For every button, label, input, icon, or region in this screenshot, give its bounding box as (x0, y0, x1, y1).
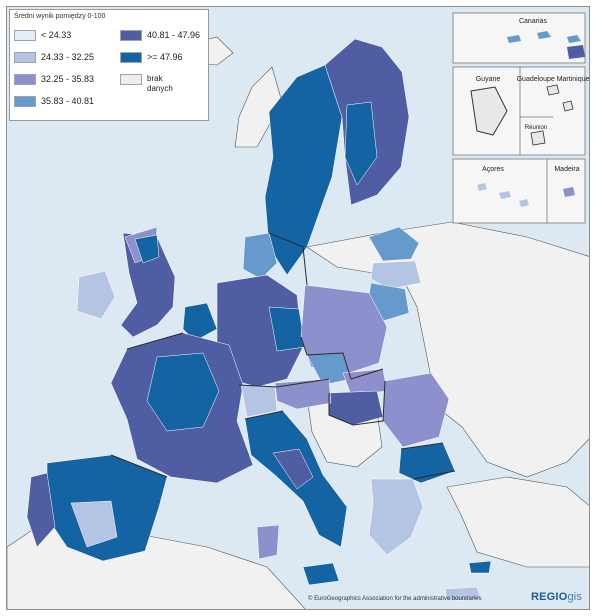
canarias-island-east (567, 45, 585, 59)
region-switzerland[interactable] (240, 384, 278, 418)
region-cyprus[interactable] (468, 560, 492, 574)
legend-label-4: 35.83 - 40.81 (41, 96, 95, 106)
legend-swatch-3 (14, 74, 36, 85)
region-spain-south[interactable] (70, 500, 118, 548)
region-finland-west[interactable] (344, 101, 378, 186)
guyane-shape (470, 86, 508, 136)
legend-label-6: >= 47.96 (147, 52, 183, 62)
legend-swatch-4 (14, 96, 36, 107)
region-estonia[interactable] (368, 226, 420, 262)
reunion-shape (530, 130, 546, 146)
regiogis-logo: REGIOgis (531, 591, 582, 603)
inset-atlantic (452, 158, 586, 224)
border-lines-west-south (110, 332, 456, 480)
europe-map[interactable]: Canarias Guyane Guadeloupe Martinique Ré… (7, 7, 590, 610)
copyright-notice: © EuroGeographics Association for the ad… (308, 596, 482, 602)
legend-label-5: 40.81 - 47.96 (147, 30, 201, 40)
region-sicily[interactable] (302, 562, 340, 586)
legend-label-2: 24.33 - 32.25 (41, 52, 95, 62)
legend-item-1: < 24.33 (14, 30, 71, 41)
legend-item-3: 32.25 - 35.83 (14, 74, 94, 85)
legend-title: Średni wynik pomiędzy 0-100 (14, 13, 106, 20)
map-legend: Średni wynik pomiędzy 0-100 < 24.33 24.3… (9, 9, 209, 121)
legend-swatch-2 (14, 52, 36, 63)
legend-swatch-1 (14, 30, 36, 41)
legend-item-5: 40.81 - 47.96 (120, 30, 200, 41)
legend-swatch-7 (120, 74, 142, 85)
logo-main: REGIO (531, 591, 568, 603)
madeira-island (563, 187, 575, 197)
country-borders (110, 232, 456, 480)
region-benelux[interactable] (182, 302, 218, 342)
canarias-islands (507, 31, 581, 43)
region-scotland[interactable] (134, 234, 160, 264)
region-france-central[interactable] (146, 352, 220, 432)
legend-swatch-6 (120, 52, 142, 63)
legend-item-6: >= 47.96 (120, 52, 183, 63)
region-austria[interactable] (274, 378, 332, 410)
eu-regions[interactable] (26, 38, 492, 602)
reunion-label: Réunion (525, 125, 547, 131)
region-sardinia[interactable] (256, 524, 280, 560)
region-denmark[interactable] (242, 232, 278, 280)
legend-swatch-5 (120, 30, 142, 41)
region-ireland[interactable] (76, 270, 116, 320)
legend-item-4: 35.83 - 40.81 (14, 96, 94, 107)
legend-label-7: brak danych (147, 74, 173, 93)
insets-panel: Canarias Guyane Guadeloupe Martinique Ré… (452, 12, 590, 224)
map-frame: Canarias Guyane Guadeloupe Martinique Ré… (6, 6, 590, 610)
region-portugal[interactable] (26, 472, 56, 548)
logo-suffix: gis (567, 591, 583, 603)
canarias-label: Canarias (519, 18, 548, 25)
region-italy-central[interactable] (272, 448, 314, 490)
region-latvia[interactable] (370, 260, 422, 290)
turkey-land (446, 476, 589, 568)
madeira-label: Madeira (554, 166, 579, 173)
guyane-label: Guyane (476, 76, 501, 83)
region-sweden[interactable] (264, 64, 343, 276)
legend-item-2: 24.33 - 32.25 (14, 52, 94, 63)
region-crete[interactable] (444, 586, 482, 602)
border-lines-central (238, 232, 386, 426)
legend-label-3: 32.25 - 35.83 (41, 74, 95, 84)
antilles-shapes (546, 84, 574, 112)
acores-islands (477, 183, 529, 207)
legend-item-7: brak danych (120, 74, 187, 94)
acores-label: Açores (482, 166, 504, 173)
guadeloupe-martinique-label: Guadeloupe Martinique (517, 76, 590, 83)
legend-label-1: < 24.33 (41, 30, 72, 40)
region-greece[interactable] (368, 478, 424, 556)
